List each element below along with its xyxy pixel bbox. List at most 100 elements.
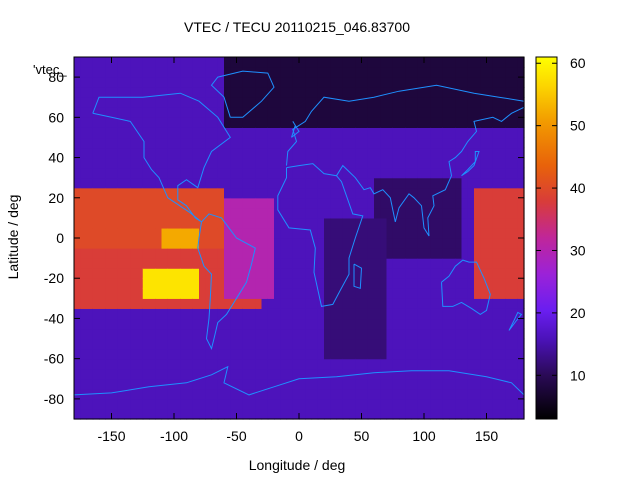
heatmap-cell	[380, 348, 388, 360]
heatmap-cell	[411, 177, 419, 189]
heatmap-cell	[249, 167, 256, 179]
heatmap-cell	[267, 57, 275, 68]
heatmap-cell	[211, 368, 219, 380]
heatmap-cell	[486, 238, 494, 249]
heatmap-cell	[386, 227, 394, 239]
heatmap-cell	[349, 278, 356, 289]
heatmap-cell	[361, 217, 369, 229]
heatmap-cell	[242, 197, 250, 209]
heatmap-cell	[467, 268, 475, 279]
heatmap-cell	[474, 87, 481, 98]
heatmap-cell	[230, 217, 238, 229]
heatmap-cell	[167, 258, 175, 269]
heatmap-cell	[324, 157, 331, 169]
heatmap-cell	[311, 378, 319, 390]
heatmap-cell	[311, 368, 319, 380]
heatmap-cell	[117, 248, 125, 259]
heatmap-cell	[480, 358, 488, 370]
heatmap-cell	[380, 207, 388, 219]
heatmap-cell	[99, 117, 106, 128]
heatmap-cell	[430, 77, 438, 88]
heatmap-cell	[499, 268, 506, 279]
heatmap-cell	[430, 288, 438, 299]
heatmap-cell	[155, 348, 163, 360]
heatmap-cell	[255, 57, 263, 68]
heatmap-cell	[317, 358, 325, 370]
heatmap-cell	[111, 398, 119, 410]
heatmap-cell	[211, 227, 219, 239]
heatmap-cell	[86, 137, 94, 149]
heatmap-cell	[99, 388, 106, 400]
heatmap-cell	[492, 288, 500, 299]
heatmap-cell	[192, 338, 200, 350]
heatmap-cell	[117, 67, 125, 78]
heatmap-cell	[142, 278, 150, 289]
heatmap-cell	[474, 318, 481, 330]
heatmap-cell	[392, 197, 400, 209]
heatmap-cell	[305, 258, 313, 269]
heatmap-cell	[236, 107, 244, 118]
heatmap-cell	[430, 97, 438, 108]
heatmap-cell	[111, 217, 119, 229]
heatmap-cell	[261, 338, 269, 350]
heatmap-cell	[99, 127, 106, 139]
heatmap-cell	[305, 157, 313, 169]
heatmap-cell	[286, 187, 294, 199]
heatmap-cell	[505, 147, 513, 159]
heatmap-cell	[261, 197, 269, 209]
heatmap-cell	[261, 248, 269, 259]
heatmap-cell	[111, 288, 119, 299]
heatmap-cell	[355, 167, 363, 179]
heatmap-cell	[199, 67, 206, 78]
heatmap-cell	[224, 87, 231, 98]
heatmap-cell	[261, 308, 269, 320]
heatmap-cell	[367, 187, 375, 199]
heatmap-cell	[180, 187, 188, 199]
y-axis-label: Latitude / deg	[5, 195, 21, 280]
heatmap-cell	[274, 147, 281, 159]
heatmap-cell	[155, 328, 163, 340]
heatmap-cell	[74, 87, 81, 98]
heatmap-cell	[274, 57, 281, 68]
heatmap-cell	[199, 127, 206, 139]
heatmap-cell	[405, 107, 413, 118]
heatmap-cell	[455, 77, 463, 88]
heatmap-cell	[430, 177, 438, 189]
heatmap-cell	[230, 107, 238, 118]
heatmap-cell	[142, 308, 150, 320]
heatmap-cell	[336, 278, 344, 289]
heatmap-cell	[374, 328, 381, 340]
heatmap-cell	[105, 117, 113, 128]
heatmap-cell	[492, 97, 500, 108]
heatmap-cell	[286, 248, 294, 259]
heatmap-cell	[92, 227, 100, 239]
heatmap-cell	[149, 97, 156, 108]
heatmap-cell	[317, 197, 325, 209]
heatmap-cell	[499, 77, 506, 88]
heatmap-cell	[361, 57, 369, 68]
heatmap-cell	[386, 288, 394, 299]
heatmap-cell	[486, 358, 494, 370]
heatmap-cell	[511, 308, 519, 320]
heatmap-cell	[499, 238, 506, 249]
heatmap-cell	[399, 217, 406, 229]
heatmap-cell	[299, 137, 306, 149]
heatmap-cell	[399, 227, 406, 239]
heatmap-cell	[405, 207, 413, 219]
heatmap-cell	[255, 197, 263, 209]
heatmap-cell	[374, 57, 381, 68]
heatmap-cell	[174, 398, 181, 410]
heatmap-cell	[142, 288, 150, 299]
heatmap-cell	[130, 278, 138, 289]
heatmap-cell	[211, 67, 219, 78]
heatmap-cell	[455, 67, 463, 78]
heatmap-cell	[492, 87, 500, 98]
heatmap-cell	[380, 77, 388, 88]
heatmap-cell	[349, 217, 356, 229]
heatmap-cell	[224, 398, 231, 410]
heatmap-cell	[286, 97, 294, 108]
heatmap-cell	[280, 278, 288, 289]
heatmap-cell	[167, 358, 175, 370]
heatmap-cell	[492, 187, 500, 199]
heatmap-cell	[361, 268, 369, 279]
